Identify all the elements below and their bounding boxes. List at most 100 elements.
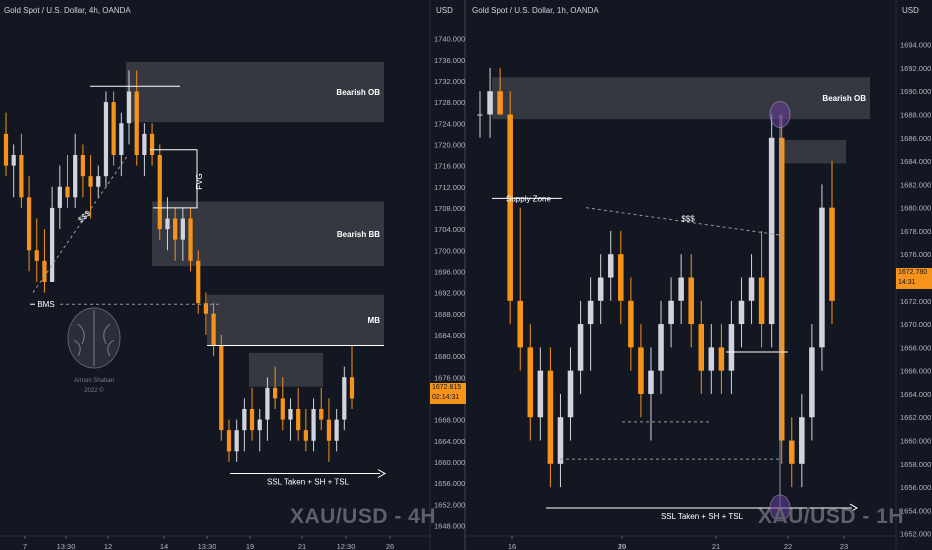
candle-body [142, 133, 147, 155]
candle-body [96, 176, 101, 187]
candle-body [80, 155, 86, 177]
candle-body [334, 419, 339, 441]
candle-body [119, 123, 124, 155]
candle-body [607, 254, 614, 278]
candle-body [678, 277, 684, 301]
candle-body [537, 370, 544, 418]
price-tick-label: 1682.000 [900, 180, 931, 189]
time-tick-label: 12 [104, 542, 112, 550]
candle-body [648, 370, 654, 394]
price-tick-label: 1732.000 [434, 77, 465, 86]
candle-body [342, 377, 347, 420]
candle-body [34, 250, 39, 261]
supply-zone [780, 140, 846, 164]
candle-body [658, 324, 664, 371]
price-tick-label: 1648.000 [434, 521, 465, 530]
candle-body [211, 313, 216, 346]
ssl-label: SSL Taken + SH + TSL [267, 478, 350, 487]
price-tick-label: 1662.000 [900, 413, 931, 422]
candle-body [668, 300, 674, 325]
price-tick-label: 1652.000 [434, 500, 465, 509]
time-tick-label: 23 [840, 542, 848, 550]
chart-1h-header: Gold Spot / U.S. Dollar, 1h, OANDA [472, 6, 599, 15]
candle-body [507, 114, 513, 301]
price-tick-label: 1680.000 [434, 352, 465, 361]
price-tick-label: 1740.000 [434, 35, 465, 44]
price-tick-label: 1660.000 [434, 458, 465, 467]
chart-4h-panel[interactable]: Gold Spot / U.S. Dollar, 4h, OANDA USD 1… [0, 0, 466, 550]
liquidity-label: $$$ [681, 215, 695, 224]
candle-body [688, 277, 694, 325]
zone-label: Bearish OB [336, 88, 380, 97]
time-tick-label: 13:30 [198, 542, 217, 550]
candle-body [288, 409, 293, 420]
price-axis-unit: USD [436, 6, 453, 15]
time-tick-label: 26 [386, 542, 394, 550]
candle-body [698, 324, 705, 371]
zone-label: MB [368, 316, 381, 325]
candle-body [219, 345, 224, 431]
candle-body [809, 347, 815, 418]
price-tick-label: 1676.000 [434, 373, 465, 382]
candle-body [203, 303, 209, 314]
time-tick-label: 16 [508, 542, 516, 550]
price-tick-label: 1680.000 [900, 204, 931, 213]
candle-body [517, 300, 523, 348]
candle-body [57, 186, 62, 208]
candle-body [242, 409, 247, 431]
price-tick-label: 1658.000 [900, 460, 931, 469]
supply-zone [126, 61, 384, 123]
fvg-label: FVG [195, 173, 204, 189]
chart-1h-panel[interactable]: Gold Spot / U.S. Dollar, 1h, OANDA USD 1… [466, 0, 932, 550]
time-tick-label: 13:30 [57, 542, 76, 550]
current-price-tag: 1672.780 14:31 [896, 268, 932, 289]
supply-zone [249, 352, 323, 387]
candle-body [768, 137, 775, 325]
candle-body [73, 155, 78, 198]
ssl-arrow-icon [849, 503, 859, 513]
current-price-tag: 1672.815 02:14:31 [430, 383, 466, 404]
candle-body [180, 218, 185, 240]
price-tick-label: 1692.000 [434, 289, 465, 298]
current-price: 1672.815 [432, 384, 462, 391]
candle-body [126, 91, 132, 124]
candle-body [718, 347, 725, 371]
brain-logo-icon: Arman Shaban 2022 © [67, 307, 121, 394]
candle-body [26, 197, 32, 251]
candle-body [272, 387, 278, 399]
brain-logo: Arman Shaban 2022 © [58, 300, 130, 400]
price-tick-label: 1688.000 [900, 111, 931, 120]
price-tick-label: 1660.000 [900, 437, 931, 446]
candle-body [88, 176, 93, 187]
price-tick-label: 1676.000 [900, 250, 931, 259]
time-tick-label: 20 [618, 542, 626, 550]
chart-4h-svg[interactable]: 1648.000 1652.000 1656.000 1660.000 1664.000… [0, 0, 466, 550]
price-tick-label: 1664.000 [900, 390, 931, 399]
candle-body [819, 207, 825, 348]
candle-body [11, 155, 16, 166]
candle-body [638, 347, 644, 394]
zone-label: Bearish BB [337, 230, 380, 239]
supply-zone [492, 77, 870, 120]
candle-body [618, 254, 624, 301]
price-tick-label: 1686.000 [900, 134, 931, 143]
candle-body [319, 409, 324, 420]
candle-body [134, 91, 139, 155]
candle-body [557, 417, 564, 464]
candle-body [547, 370, 554, 464]
current-price: 1672.780 [898, 269, 928, 276]
price-tick-label: 1654.000 [900, 506, 931, 515]
candle-body [111, 102, 116, 155]
logo-caption-year: 2022 © [84, 387, 104, 394]
price-tick-label: 1652.000 [900, 530, 931, 539]
candle-body [477, 114, 483, 116]
chart-1h-svg[interactable]: 1652.000 1654.000 1656.000 1658.000 1660.000… [466, 0, 932, 550]
candle-body [728, 324, 735, 371]
price-tick-label: 1708.000 [434, 204, 465, 213]
candle-body [103, 102, 109, 177]
swing-high-circle-icon [769, 101, 791, 129]
price-tick-label: 1724.000 [434, 119, 465, 128]
candle-body [311, 409, 316, 441]
price-tick-label: 1688.000 [434, 310, 465, 319]
chart-watermark: XAU/USD - 1H [758, 505, 905, 528]
